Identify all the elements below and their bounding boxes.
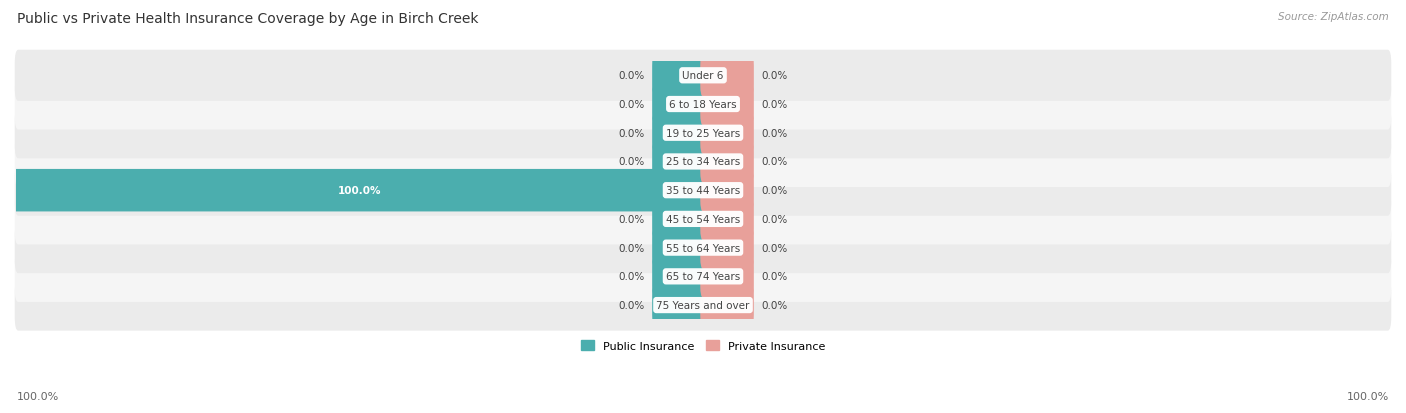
FancyBboxPatch shape bbox=[700, 55, 754, 97]
FancyBboxPatch shape bbox=[700, 83, 754, 126]
Legend: Public Insurance, Private Insurance: Public Insurance, Private Insurance bbox=[576, 336, 830, 355]
Text: 0.0%: 0.0% bbox=[762, 157, 787, 167]
Text: Under 6: Under 6 bbox=[682, 71, 724, 81]
FancyBboxPatch shape bbox=[700, 256, 754, 298]
FancyBboxPatch shape bbox=[700, 198, 754, 241]
FancyBboxPatch shape bbox=[652, 256, 706, 298]
FancyBboxPatch shape bbox=[652, 284, 706, 327]
FancyBboxPatch shape bbox=[700, 112, 754, 154]
Text: 0.0%: 0.0% bbox=[762, 272, 787, 282]
Text: 0.0%: 0.0% bbox=[762, 128, 787, 138]
Text: 45 to 54 Years: 45 to 54 Years bbox=[666, 214, 740, 224]
Text: 0.0%: 0.0% bbox=[619, 128, 644, 138]
Text: 0.0%: 0.0% bbox=[762, 186, 787, 196]
Text: 100.0%: 100.0% bbox=[17, 391, 59, 401]
Text: 19 to 25 Years: 19 to 25 Years bbox=[666, 128, 740, 138]
Text: 0.0%: 0.0% bbox=[619, 71, 644, 81]
Text: 0.0%: 0.0% bbox=[762, 300, 787, 310]
FancyBboxPatch shape bbox=[14, 79, 1392, 130]
FancyBboxPatch shape bbox=[14, 108, 1392, 159]
Text: 75 Years and over: 75 Years and over bbox=[657, 300, 749, 310]
FancyBboxPatch shape bbox=[652, 227, 706, 269]
FancyBboxPatch shape bbox=[14, 194, 1392, 245]
Text: 0.0%: 0.0% bbox=[762, 243, 787, 253]
Text: 0.0%: 0.0% bbox=[762, 214, 787, 224]
FancyBboxPatch shape bbox=[652, 55, 706, 97]
Text: 65 to 74 Years: 65 to 74 Years bbox=[666, 272, 740, 282]
FancyBboxPatch shape bbox=[14, 165, 1392, 216]
Text: 0.0%: 0.0% bbox=[619, 100, 644, 110]
Text: 25 to 34 Years: 25 to 34 Years bbox=[666, 157, 740, 167]
FancyBboxPatch shape bbox=[700, 169, 754, 212]
Text: 0.0%: 0.0% bbox=[619, 243, 644, 253]
FancyBboxPatch shape bbox=[14, 51, 1392, 102]
Text: 100.0%: 100.0% bbox=[1347, 391, 1389, 401]
Text: 0.0%: 0.0% bbox=[762, 100, 787, 110]
FancyBboxPatch shape bbox=[700, 227, 754, 269]
FancyBboxPatch shape bbox=[700, 141, 754, 183]
FancyBboxPatch shape bbox=[14, 251, 1392, 302]
Text: 35 to 44 Years: 35 to 44 Years bbox=[666, 186, 740, 196]
FancyBboxPatch shape bbox=[652, 141, 706, 183]
Text: 0.0%: 0.0% bbox=[619, 300, 644, 310]
FancyBboxPatch shape bbox=[652, 83, 706, 126]
FancyBboxPatch shape bbox=[700, 284, 754, 327]
FancyBboxPatch shape bbox=[14, 137, 1392, 188]
Text: 0.0%: 0.0% bbox=[619, 157, 644, 167]
Text: Source: ZipAtlas.com: Source: ZipAtlas.com bbox=[1278, 12, 1389, 22]
FancyBboxPatch shape bbox=[14, 280, 1392, 331]
FancyBboxPatch shape bbox=[652, 112, 706, 154]
Text: 100.0%: 100.0% bbox=[337, 186, 381, 196]
Text: 0.0%: 0.0% bbox=[762, 71, 787, 81]
FancyBboxPatch shape bbox=[13, 169, 706, 212]
FancyBboxPatch shape bbox=[652, 198, 706, 241]
Text: 0.0%: 0.0% bbox=[619, 214, 644, 224]
FancyBboxPatch shape bbox=[14, 223, 1392, 273]
Text: 6 to 18 Years: 6 to 18 Years bbox=[669, 100, 737, 110]
Text: 55 to 64 Years: 55 to 64 Years bbox=[666, 243, 740, 253]
Text: 0.0%: 0.0% bbox=[619, 272, 644, 282]
Text: Public vs Private Health Insurance Coverage by Age in Birch Creek: Public vs Private Health Insurance Cover… bbox=[17, 12, 478, 26]
